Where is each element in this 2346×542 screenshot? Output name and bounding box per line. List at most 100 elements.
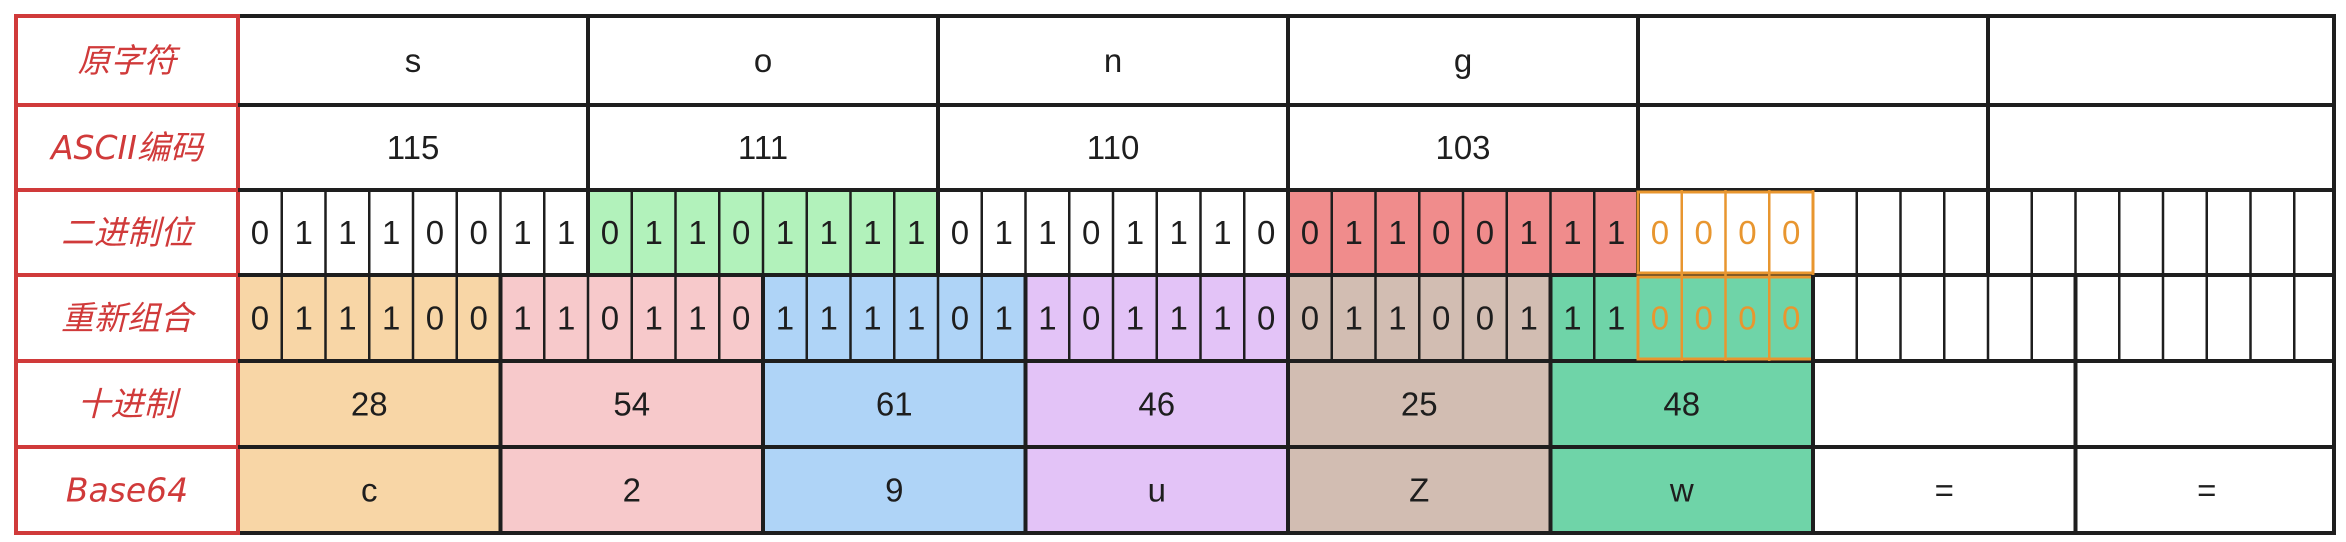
regroup-bit: 1 <box>1169 300 1187 337</box>
padding-bit: 0 <box>1694 214 1712 251</box>
binary-bit: 0 <box>1301 214 1319 251</box>
regroup-bit: 1 <box>644 300 662 337</box>
regroup-bit: 0 <box>732 300 750 337</box>
binary-bit: 1 <box>994 214 1012 251</box>
base64-cell: w <box>1669 472 1694 509</box>
binary-bit: 0 <box>469 214 487 251</box>
decimal-cell: 54 <box>613 386 650 423</box>
decimal-cell: 25 <box>1401 386 1438 423</box>
binary-bit: 1 <box>1519 214 1537 251</box>
binary-bit: 0 <box>732 214 750 251</box>
binary-bit: 1 <box>1344 214 1362 251</box>
ascii-cell: 111 <box>738 129 788 166</box>
regroup-bit: 1 <box>819 300 837 337</box>
binary-bit: 0 <box>1432 214 1450 251</box>
binary-bit: 1 <box>644 214 662 251</box>
char-cell: n <box>1104 42 1122 79</box>
padding-bit: 0 <box>1651 214 1669 251</box>
regroup-bit: 1 <box>557 300 575 337</box>
binary-bit: 1 <box>1038 214 1056 251</box>
regroup-bit: 1 <box>776 300 794 337</box>
regroup-bit: 1 <box>688 300 706 337</box>
base64-cell: c <box>361 472 378 509</box>
regroup-bit: 1 <box>294 300 312 337</box>
row-label: 二进制位 <box>61 213 196 252</box>
binary-bit: 1 <box>688 214 706 251</box>
regroup-bit: 1 <box>1213 300 1231 337</box>
binary-bit: 0 <box>1082 214 1100 251</box>
regroup-bit: 0 <box>426 300 444 337</box>
regroup-bit: 0 <box>1257 300 1275 337</box>
regroup-bit: 1 <box>907 300 925 337</box>
binary-bit: 1 <box>863 214 881 251</box>
ascii-cell: 110 <box>1087 129 1140 166</box>
ascii-cell: 103 <box>1435 129 1490 166</box>
padding-bit: 0 <box>1651 300 1669 337</box>
row-label: Base64 <box>66 471 188 510</box>
ascii-cell: 115 <box>387 129 440 166</box>
padding-bit: 0 <box>1738 300 1756 337</box>
regroup-bit: 1 <box>863 300 881 337</box>
regroup-bit: 1 <box>1607 300 1625 337</box>
padding-bit: 0 <box>1694 300 1712 337</box>
decimal-cell: 61 <box>876 386 913 423</box>
binary-bit: 1 <box>1563 214 1581 251</box>
regroup-bit: 0 <box>601 300 619 337</box>
decimal-cell: 48 <box>1663 386 1700 423</box>
regroup-bit: 0 <box>951 300 969 337</box>
padding-bit: 0 <box>1782 214 1800 251</box>
padding-bit: 0 <box>1782 300 1800 337</box>
regroup-bit: 1 <box>1519 300 1537 337</box>
regroup-bit: 1 <box>1126 300 1144 337</box>
binary-bit: 1 <box>338 214 356 251</box>
padding-bit: 0 <box>1738 214 1756 251</box>
char-cell: g <box>1454 42 1472 79</box>
binary-bit: 1 <box>1213 214 1231 251</box>
binary-bit: 0 <box>951 214 969 251</box>
base64-cell: 9 <box>885 472 903 509</box>
regroup-bit: 1 <box>338 300 356 337</box>
binary-bit: 0 <box>1476 214 1494 251</box>
binary-bit: 1 <box>557 214 575 251</box>
binary-bit: 1 <box>1126 214 1144 251</box>
char-cell: s <box>405 42 422 79</box>
decimal-cell: 46 <box>1138 386 1175 423</box>
regroup-bit: 1 <box>513 300 531 337</box>
regroup-bit: 0 <box>251 300 269 337</box>
binary-bit: 1 <box>294 214 312 251</box>
grid-lines <box>14 14 2336 535</box>
binary-bit: 1 <box>776 214 794 251</box>
regroup-bit: 1 <box>1344 300 1362 337</box>
regroup-bit: 1 <box>994 300 1012 337</box>
binary-bit: 1 <box>382 214 400 251</box>
binary-bit: 0 <box>251 214 269 251</box>
binary-bit: 1 <box>1169 214 1187 251</box>
binary-bit: 0 <box>601 214 619 251</box>
regroup-bit: 0 <box>1432 300 1450 337</box>
padding-bits-outline <box>1636 190 1815 275</box>
regroup-bit: 1 <box>382 300 400 337</box>
char-cell: o <box>754 42 772 79</box>
regroup-bit: 0 <box>1082 300 1100 337</box>
regroup-bit: 0 <box>1476 300 1494 337</box>
row-label: 重新组合 <box>61 299 197 338</box>
base64-cell: 2 <box>623 472 641 509</box>
regroup-bit: 1 <box>1388 300 1406 337</box>
row-label: 原字符 <box>78 41 181 80</box>
base64-cell: = <box>1935 472 1954 509</box>
binary-bit: 0 <box>426 214 444 251</box>
binary-bit: 0 <box>1257 214 1275 251</box>
regroup-bit: 0 <box>469 300 487 337</box>
binary-bit: 1 <box>907 214 925 251</box>
binary-bit: 1 <box>819 214 837 251</box>
regroup-bit: 0 <box>1301 300 1319 337</box>
binary-bit: 1 <box>513 214 531 251</box>
row-label: ASCII编码 <box>49 128 205 167</box>
regroup-bit: 1 <box>1038 300 1056 337</box>
binary-bit: 1 <box>1388 214 1406 251</box>
decimal-cell: 28 <box>351 386 388 423</box>
binary-bit: 1 <box>1607 214 1625 251</box>
base64-cell: u <box>1148 472 1166 509</box>
